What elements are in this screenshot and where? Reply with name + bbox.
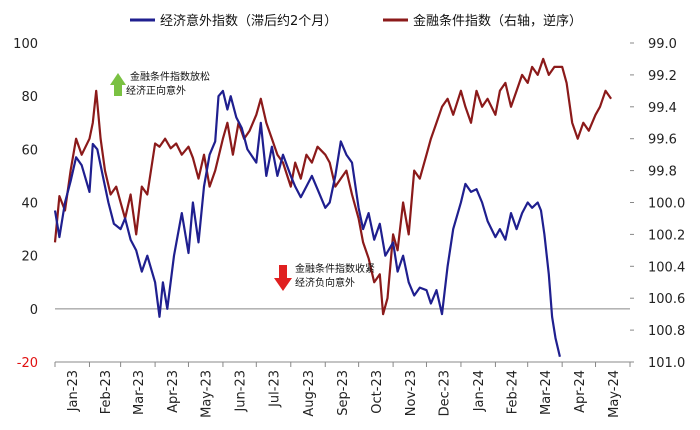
right-tick-label: 100.0 [648,197,685,212]
x-tick-label: Apr-24 [573,370,588,413]
x-tick-label: May-24 [607,370,622,418]
right-tick-label: 100.4 [648,260,685,275]
x-tick-label: Mar-23 [132,370,147,415]
x-tick-label: Jan-23 [66,370,81,412]
annotation-tightening-line2: 经济负向意外 [295,276,355,289]
left-tick-label: 100 [13,37,38,52]
axes [55,308,630,363]
left-tick-label: 40 [21,197,38,212]
right-tick-label: 100.2 [648,228,685,243]
right-tick-label: 99.6 [648,133,677,148]
down-arrow-icon [274,265,292,291]
x-tick-label: Feb-23 [99,370,114,414]
x-tick-label: Aug-23 [302,370,317,417]
annotation-easing-line1: 金融条件指数放松 [130,70,210,83]
x-tick-label: Nov-23 [404,370,419,416]
up-arrow-icon [110,73,126,96]
right-tick-label: 99.0 [648,37,677,52]
x-tick-label: Feb-24 [506,370,521,414]
x-tick-label: Oct-23 [370,370,385,414]
legend: 经济意外指数（滞后约2个月） 金融条件指数（右轴，逆序） [130,13,582,29]
x-tick-label: Jun-23 [234,370,249,413]
x-axis-ticks: Jan-23 Feb-23 Mar-23 Apr-23 May-23 Jun-23 Jul-… [54,362,631,418]
right-tick-label: 101.0 [648,356,685,371]
right-tick-label: 99.2 [648,69,677,84]
series-line-financial-conditions [53,57,613,316]
right-axis-ticks: 99.0 99.2 99.4 99.6 99.8 100.0 100.2 100.4 100.6… [630,37,685,371]
annotation-tightening-line1: 金融条件指数收紧 [295,262,375,275]
series-line-economic-surprise [53,89,561,357]
right-tick-label: 100.6 [648,292,685,307]
left-tick-label: 80 [21,90,38,105]
left-tick-label: 0 [30,303,38,318]
annotation-tightening: 金融条件指数收紧 经济负向意外 [274,262,375,291]
legend-label-economic-surprise: 经济意外指数（滞后约2个月） [160,13,337,29]
left-tick-label: 60 [21,143,38,158]
right-tick-label: 99.4 [648,101,677,116]
x-tick-label: Jan-24 [472,370,487,412]
right-tick-label: 100.8 [648,324,685,339]
x-tick-label: Mar-24 [539,370,554,415]
x-tick-label: Sep-23 [336,370,351,416]
x-tick-label: Apr-23 [166,370,181,413]
left-tick-label: 20 [21,250,38,265]
left-axis-ticks: 100 80 60 40 20 0 -20 [13,37,38,371]
annotation-easing-line2: 经济正向意外 [126,84,186,97]
x-tick-label: May-23 [200,370,215,418]
annotation-easing: 金融条件指数放松 经济正向意外 [110,70,210,97]
left-tick-label: -20 [17,356,38,371]
legend-label-financial-conditions: 金融条件指数（右轴，逆序） [413,13,582,29]
right-tick-label: 99.8 [648,165,677,180]
x-tick-label: Dec-23 [438,370,453,416]
x-tick-label: Jul-23 [268,370,283,408]
